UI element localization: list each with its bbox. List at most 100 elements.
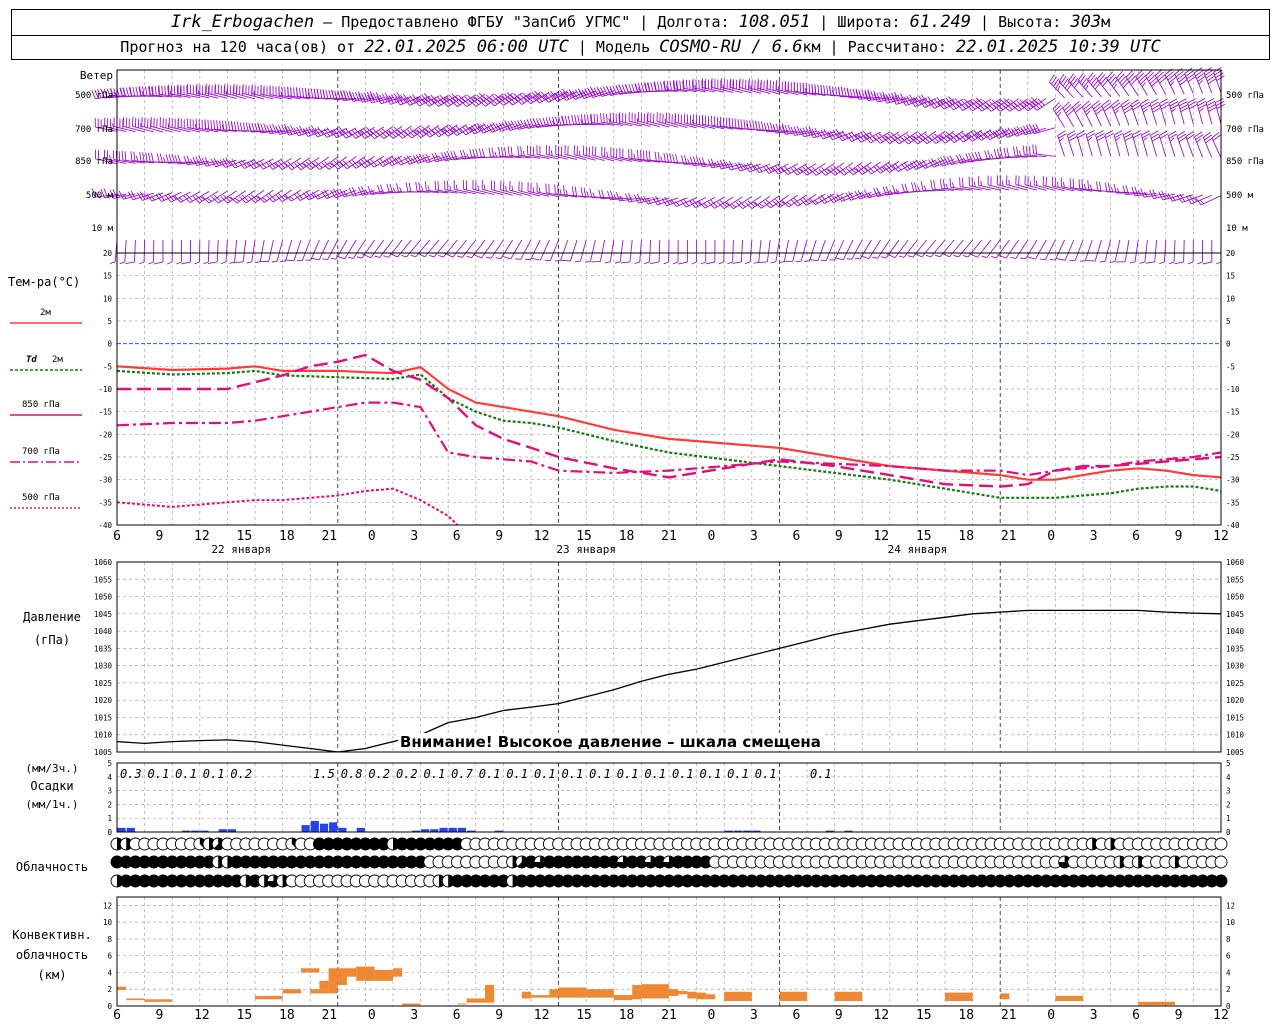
wind-barb-flag xyxy=(284,126,290,136)
wind-barb-staff xyxy=(851,131,872,142)
wind-barb-flag xyxy=(1169,137,1175,142)
wind-barb-flag xyxy=(1206,100,1216,107)
cloud-symbol-fill xyxy=(111,856,123,868)
wind-barb-flag xyxy=(1110,186,1114,193)
wind-barb-flag xyxy=(337,90,341,100)
cloud-symbol xyxy=(266,874,280,888)
wind-barb-flag xyxy=(278,161,286,169)
wind-barb xyxy=(637,149,660,163)
wind-barb xyxy=(698,196,725,209)
wind-barb xyxy=(1187,239,1194,265)
wind-barb-flag xyxy=(965,104,973,112)
wind-barb-flag xyxy=(1211,131,1220,139)
wind-barb-flag xyxy=(808,83,811,94)
wind-barb-flag xyxy=(162,157,166,163)
wind-barb-flag xyxy=(158,85,161,95)
wind-barb-flag xyxy=(139,152,142,162)
wind-barb-flag xyxy=(281,124,286,134)
cloud-symbol-fill xyxy=(985,875,997,887)
time-tick-label-bottom: 15 xyxy=(576,1008,592,1023)
wind-barb-staff xyxy=(564,153,587,161)
wind-barb-staff xyxy=(783,239,790,262)
cloud-symbol-fill xyxy=(911,875,924,887)
cloud-symbol-fill xyxy=(543,856,556,868)
wind-barb-flag xyxy=(494,151,498,158)
wind-barb-flag xyxy=(602,86,608,96)
temp-ytick-right: -5 xyxy=(1226,362,1235,371)
wind-barb xyxy=(1026,239,1047,260)
wind-barb xyxy=(153,239,164,265)
cloud-symbol-fill xyxy=(699,856,712,868)
wind-barb-flag xyxy=(977,102,985,110)
wind-barb-staff xyxy=(939,239,955,258)
temp-ytick-right: 0 xyxy=(1226,340,1231,349)
wind-barb-flag xyxy=(1087,72,1094,81)
wind-barb-flag xyxy=(937,101,945,110)
wind-barb-staff xyxy=(310,156,329,171)
wind-barb xyxy=(1051,176,1074,192)
wind-barb-flag xyxy=(915,159,922,168)
cloud-symbol-fill xyxy=(322,838,335,850)
wind-barb-flag xyxy=(1013,146,1016,156)
wind-barb-staff xyxy=(379,239,394,258)
wind-barb-flag xyxy=(774,165,782,173)
wind-barb xyxy=(1113,130,1124,157)
wind-barb-flag xyxy=(434,180,437,191)
precip-ytick-left: 3 xyxy=(107,787,112,796)
wind-barb xyxy=(956,129,983,143)
wind-barb-flag xyxy=(928,100,935,109)
precip-bar xyxy=(844,830,853,832)
wind-barb-flag xyxy=(124,151,127,161)
model-label: | Модель xyxy=(568,38,660,56)
wind-barb-flag xyxy=(1100,76,1107,85)
wind-barb-flag xyxy=(308,126,314,135)
wind-barb xyxy=(177,117,200,133)
cloud-symbol xyxy=(202,855,216,869)
wind-barb-flag xyxy=(901,183,906,193)
wind-barb-staff xyxy=(520,239,532,260)
wind-barb-flag xyxy=(1205,98,1215,104)
wind-barb-staff xyxy=(491,189,513,196)
wind-barb-flag xyxy=(1171,195,1176,201)
wind-barb-flag xyxy=(778,123,783,133)
cloud-symbol xyxy=(579,874,593,888)
wind-barb-flag xyxy=(450,151,455,161)
wind-barb-flag xyxy=(376,131,385,139)
wind-barb-staff xyxy=(134,239,136,262)
wind-barb-flag xyxy=(346,91,350,101)
cloud-symbol-fill xyxy=(607,856,620,868)
cloud-symbol xyxy=(220,874,234,888)
wind-barb-flag xyxy=(863,189,870,199)
time-tick-label-bottom: 9 xyxy=(495,1008,503,1023)
conv-bar xyxy=(779,991,807,1001)
wind-barb-flag xyxy=(589,114,593,125)
wind-barb-staff xyxy=(711,124,734,130)
wind-barb xyxy=(1176,193,1203,203)
wind-barb-flag xyxy=(381,128,390,136)
wind-barb-flag xyxy=(986,130,993,139)
temp-ytick-left: -40 xyxy=(98,521,112,530)
wind-barb-staff xyxy=(704,196,725,209)
wind-barb-flag xyxy=(1085,84,1089,90)
wind-barb-flag xyxy=(293,87,295,97)
wind-barb-flag xyxy=(966,133,972,138)
wind-barb-flag xyxy=(818,168,826,176)
wind-barb xyxy=(287,86,311,100)
wind-barb-flag xyxy=(455,125,463,133)
wind-barb xyxy=(670,197,697,207)
wind-barb-flag xyxy=(157,86,160,96)
conv-ytick-left: 6 xyxy=(107,952,112,961)
wind-barb-flag xyxy=(333,188,339,198)
wind-barb-staff xyxy=(1006,184,1028,191)
wind-barb-flag xyxy=(161,85,164,95)
wind-barb-flag xyxy=(349,161,357,169)
wind-barb-flag xyxy=(1176,130,1186,137)
wind-barb-flag xyxy=(399,187,403,193)
cloud-symbol-outline xyxy=(1214,837,1228,851)
wind-barb-flag xyxy=(903,96,909,105)
wind-barb-staff xyxy=(143,239,146,263)
wind-barb-flag xyxy=(414,129,420,134)
wind-barb-flag xyxy=(855,133,861,138)
wind-barb-flag xyxy=(1067,133,1077,139)
wind-barb-flag xyxy=(1000,127,1008,135)
